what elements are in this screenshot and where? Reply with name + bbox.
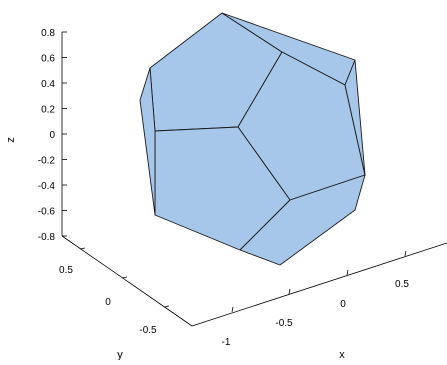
x-tick-mark [404,250,407,257]
z-tick-label: -0.8 [38,232,56,243]
y-tick-label: 0.5 [59,265,73,276]
y-tick-label: -0.5 [139,325,157,336]
z-tick-label: -0.6 [38,207,56,218]
z-tick-label: -0.2 [38,156,56,167]
x-tick-label: -1 [222,337,231,348]
z-tick-label: 0 [49,130,55,141]
z-tick-label: -0.4 [38,181,56,192]
x-axis-label: x [339,349,345,360]
y-tick-mark [79,247,86,250]
z-tick-label: 0.4 [41,79,55,90]
y-axis-line [61,235,193,327]
labels-layer: 0.8 0.6 0.4 0.2 0 -0.2 -0.4 -0.6 -0.8 z 0.5 0 -0.5 y -… [5,28,409,361]
y-tick-mark [163,305,170,308]
x-tick-label: 0.5 [395,279,409,290]
axes-layer [61,31,447,327]
x-tick-label: -0.5 [275,318,293,329]
y-tick-label: 0 [105,297,111,308]
dodecahedron-face [344,59,366,176]
dodecahedron-face [239,174,366,266]
x-tick-mark [231,306,234,313]
y-axis-label: y [117,349,123,360]
x-tick-mark [288,288,291,295]
y-tick-mark [121,276,128,279]
z-tick-label: 0.2 [41,105,55,116]
z-axis-label: z [5,137,17,143]
polyhedron [139,12,366,266]
x-tick-label: 0 [340,299,346,310]
x-axis-line [191,242,447,327]
dodecahedron-face [139,67,156,216]
z-tick-label: 0.8 [41,28,55,39]
x-tick-mark [346,269,349,276]
z-tick-label: 0.6 [41,54,55,65]
